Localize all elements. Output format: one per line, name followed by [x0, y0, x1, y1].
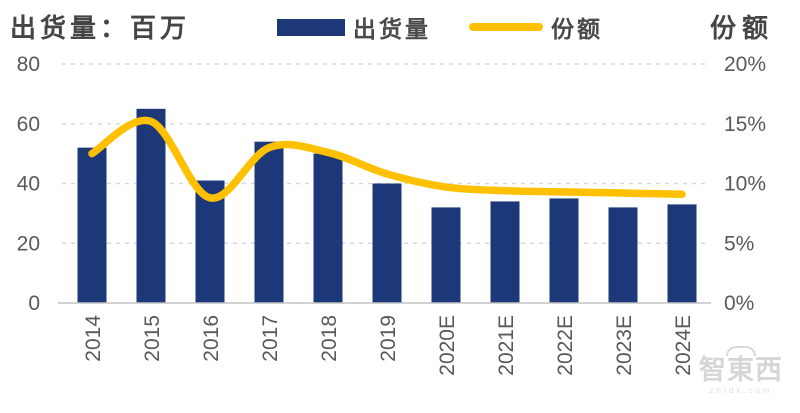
x-tick-label: 2022E	[554, 315, 577, 376]
x-tick-label: 2015	[141, 315, 164, 362]
y-tick-label-right: 15%	[724, 113, 766, 136]
watermark: 智東西 zhidx.com	[684, 346, 798, 395]
watermark-latin-text: zhidx.com	[709, 386, 773, 395]
y-tick-label-left: 0	[28, 292, 40, 315]
bar	[136, 108, 166, 303]
share-line	[88, 116, 686, 202]
x-tick-label: 2019	[377, 315, 400, 362]
bar	[431, 207, 461, 303]
x-tick-label: 2024E	[672, 315, 695, 376]
y-tick-label-left: 20	[17, 232, 40, 255]
x-tick-label: 2016	[200, 315, 223, 362]
line-swatch-icon	[469, 23, 543, 31]
x-tick-label: 2023E	[613, 315, 636, 376]
legend-label-share: 份额	[551, 16, 603, 43]
bar	[254, 141, 284, 303]
x-tick-label: 2014	[82, 315, 105, 362]
x-tick-label: 2021E	[495, 315, 518, 376]
bar	[372, 183, 402, 303]
y-tick-label-right: 10%	[724, 173, 766, 196]
plot-area: 0 0% 20 5% 40 10% 60 15% 80 20% 2014 2015 2016 2017 20…	[0, 48, 800, 413]
left-axis-title: 出货量：百万	[10, 14, 191, 44]
legend-item-share: 份额	[469, 10, 603, 44]
legend-label-shipments: 出货量	[353, 16, 431, 43]
bar	[490, 201, 520, 303]
chart-svg: 0 0% 20 5% 40 10% 60 15% 80 20% 2014 2015 2016 2017 20…	[17, 53, 766, 376]
y-tick-label-left: 40	[17, 173, 40, 196]
y-tick-label-left: 80	[17, 53, 40, 76]
right-axis-title: 份额	[710, 14, 775, 44]
x-tick-label: 2018	[318, 315, 341, 362]
bar-swatch-icon	[277, 18, 345, 36]
y-tick-label-right: 0%	[724, 292, 754, 315]
bar	[608, 207, 638, 303]
bar	[313, 153, 343, 303]
y-tick-label-left: 60	[17, 113, 40, 136]
x-tick-label: 2020E	[436, 315, 459, 376]
bar	[77, 147, 107, 303]
watermark-logo-arc-icon	[726, 346, 756, 356]
y-tick-label-right: 20%	[724, 53, 766, 76]
legend-item-shipments: 出货量	[277, 10, 431, 44]
legend: 出货量 份额	[277, 10, 603, 44]
y-tick-label-right: 5%	[724, 232, 754, 255]
bar	[549, 198, 579, 303]
bar	[667, 204, 697, 303]
x-tick-label: 2017	[259, 315, 282, 362]
watermark-cn-text: 智東西	[699, 355, 783, 386]
